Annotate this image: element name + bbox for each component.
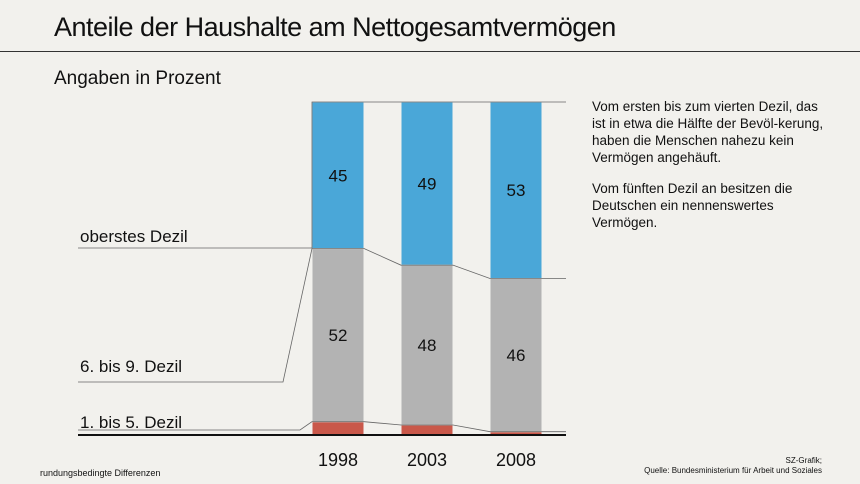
credit-line: SZ-Grafik;	[785, 456, 822, 465]
connector-line	[78, 101, 566, 249]
bar-segment	[311, 421, 365, 436]
legend-label: 1. bis 5. Dezil	[80, 413, 182, 432]
annotation-note-2: Vom fünften Dezil an besitzen die Deutsc…	[592, 181, 793, 230]
connector-line	[78, 421, 566, 433]
title-divider	[0, 51, 860, 52]
x-tick-label: 2003	[407, 450, 447, 470]
bar-segment	[311, 248, 365, 423]
data-label: 49	[418, 175, 437, 194]
chart-title: Anteile der Haushalte am Nettogesamtverm…	[54, 12, 616, 42]
source-credit: SZ-Grafik; Quelle: Bundesministerium für…	[644, 456, 822, 476]
legend-label: 6. bis 9. Dezil	[80, 357, 182, 376]
data-label: 45	[329, 166, 348, 185]
bar-segment	[400, 424, 454, 436]
data-label: 53	[507, 181, 526, 200]
chart-subtitle: Angaben in Prozent	[54, 68, 221, 89]
data-label: 52	[329, 326, 348, 345]
legend-label: oberstes Dezil	[80, 227, 188, 246]
connector-line	[78, 248, 566, 383]
data-label: 46	[507, 346, 526, 365]
x-tick-label: 2008	[496, 450, 536, 470]
x-tick-label: 1998	[318, 450, 358, 470]
source-line: Quelle: Bundesministerium für Arbeit und…	[644, 466, 822, 475]
data-label: 48	[418, 336, 437, 355]
bar-segment	[400, 264, 454, 426]
footnote: rundungsbedingte Differenzen	[40, 468, 161, 478]
annotation-note-1: Vom ersten bis zum vierten Dezil, das is…	[592, 99, 824, 165]
